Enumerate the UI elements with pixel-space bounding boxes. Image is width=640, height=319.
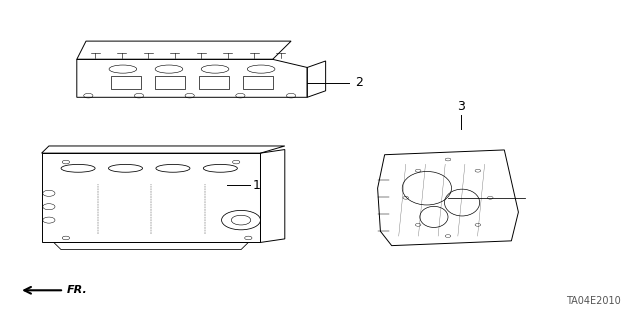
Text: TA04E2010: TA04E2010 [566,296,621,306]
Text: 2: 2 [355,77,363,89]
Text: FR.: FR. [67,285,88,295]
Text: 3: 3 [457,100,465,113]
Text: 1: 1 [253,179,260,191]
